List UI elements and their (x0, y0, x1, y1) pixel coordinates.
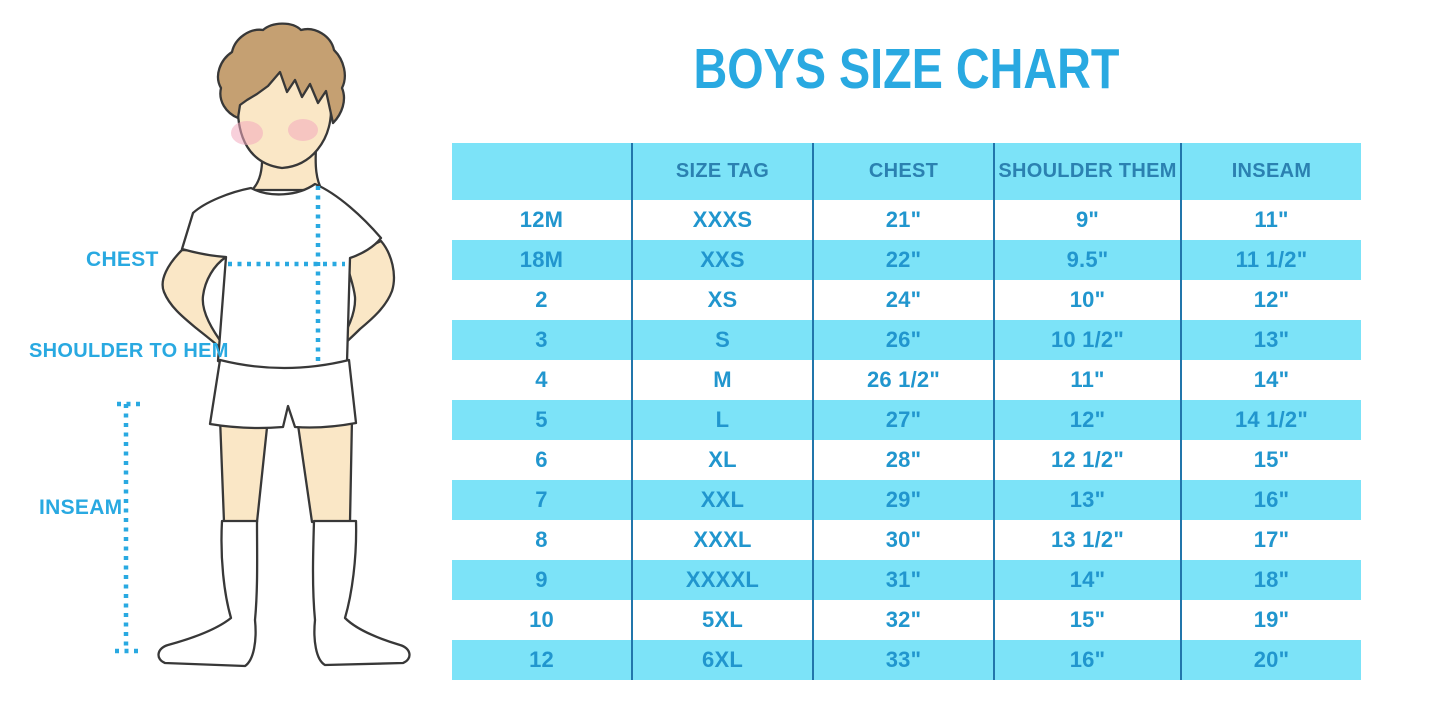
size-table-body: 12M XXXS 21" 9" 11" 18M XXS 22" 9.5" 11 1/2" 2 XS 24… (452, 200, 1361, 680)
table-row: 6 XL 28" 12 1/2" 15" (452, 440, 1361, 480)
table-cell: 26 1/2" (812, 360, 993, 400)
table-cell: 32" (812, 600, 993, 640)
table-cell: 12" (1180, 280, 1361, 320)
table-cell: 30" (812, 520, 993, 560)
table-cell: XXXXL (631, 560, 812, 600)
table-row: 4 M 26 1/2" 11" 14" (452, 360, 1361, 400)
table-cell: XXL (631, 480, 812, 520)
table-cell: 6 (535, 447, 548, 472)
table-row: 3 S 26" 10 1/2" 13" (452, 320, 1361, 360)
table-cell: 14 1/2" (1180, 400, 1361, 440)
table-cell: 14" (993, 560, 1180, 600)
table-cell: 2 (535, 287, 548, 312)
table-cell: 10 1/2" (993, 320, 1180, 360)
table-cell: XXS (631, 240, 812, 280)
table-cell: 12 1/2" (993, 440, 1180, 480)
left-arm-shape (161, 248, 228, 352)
table-cell: 12M (519, 207, 564, 232)
table-cell: 3 (535, 327, 548, 352)
table-cell: 31" (812, 560, 993, 600)
chest-measurement-label: CHEST (86, 248, 159, 271)
table-cell: 11" (993, 360, 1180, 400)
table-row: 7 XXL 29" 13" 16" (452, 480, 1361, 520)
table-cell: 7 (535, 487, 548, 512)
table-cell: 13" (1180, 320, 1361, 360)
right-sock-shape (311, 519, 411, 667)
table-cell: 13 1/2" (993, 520, 1180, 560)
table-cell: 24" (812, 280, 993, 320)
table-cell: 28" (812, 440, 993, 480)
size-table: SIZE TAG CHEST SHOULDER THEM INSEAM 12M X… (452, 143, 1361, 680)
table-cell: XS (631, 280, 812, 320)
table-row: 10 5XL 32" 15" 19" (452, 600, 1361, 640)
table-cell: 10" (993, 280, 1180, 320)
table-row: 2 XS 24" 10" 12" (452, 280, 1361, 320)
table-cell: L (631, 400, 812, 440)
table-cell: 19" (1180, 600, 1361, 640)
table-cell: 14" (1180, 360, 1361, 400)
page-title: BOYS SIZE CHART (693, 37, 1120, 101)
boy-figure-illustration (115, 22, 411, 668)
table-cell: 20" (1180, 640, 1361, 680)
table-cell: 22" (812, 240, 993, 280)
table-cell: XXXL (631, 520, 812, 560)
table-cell: 18M (519, 247, 564, 272)
header-cell-chest: CHEST (812, 143, 993, 200)
table-cell: 9 (535, 567, 548, 592)
table-cell: 9" (993, 200, 1180, 240)
table-cell: 10 (529, 607, 554, 632)
table-cell: 27" (812, 400, 993, 440)
table-cell: 13" (993, 480, 1180, 520)
shoulder-to-hem-measurement-label: SHOULDER TO HEM (29, 340, 229, 362)
table-cell: 15" (993, 600, 1180, 640)
left-sock-shape (157, 519, 259, 668)
table-cell: 5XL (631, 600, 812, 640)
table-cell: 18" (1180, 560, 1361, 600)
shorts-shape (208, 358, 358, 430)
table-cell: 33" (812, 640, 993, 680)
table-row: 12M XXXS 21" 9" 11" (452, 200, 1361, 240)
header-cell-size-number (452, 143, 631, 200)
inseam-measurement-label: INSEAM (39, 496, 123, 519)
table-cell: 16" (993, 640, 1180, 680)
table-cell: 4 (535, 367, 548, 392)
table-cell: 8 (535, 527, 548, 552)
table-row: 9 XXXXL 31" 14" 18" (452, 560, 1361, 600)
table-cell: 12" (993, 400, 1180, 440)
table-cell: 16" (1180, 480, 1361, 520)
table-cell: XL (631, 440, 812, 480)
table-row: 18M XXS 22" 9.5" 11 1/2" (452, 240, 1361, 280)
table-cell: 6XL (631, 640, 812, 680)
table-header-row: SIZE TAG CHEST SHOULDER THEM INSEAM (452, 143, 1361, 200)
blush-left (231, 121, 263, 145)
table-cell: XXXS (631, 200, 812, 240)
table-cell: 21" (812, 200, 993, 240)
table-cell: 17" (1180, 520, 1361, 560)
table-row: 5 L 27" 12" 14 1/2" (452, 400, 1361, 440)
header-cell-size-tag: SIZE TAG (631, 143, 812, 200)
table-cell: 11 1/2" (1180, 240, 1361, 280)
header-cell-inseam: INSEAM (1180, 143, 1361, 200)
table-cell: 9.5" (993, 240, 1180, 280)
table-row: 8 XXXL 30" 13 1/2" 17" (452, 520, 1361, 560)
right-leg-shape (295, 416, 354, 524)
left-leg-shape (218, 416, 270, 524)
blush-right (288, 119, 318, 141)
header-cell-shoulder: SHOULDER THEM (993, 143, 1180, 200)
table-cell: M (631, 360, 812, 400)
table-cell: 12 (529, 647, 554, 672)
table-cell: S (631, 320, 812, 360)
table-row: 12 6XL 33" 16" 20" (452, 640, 1361, 680)
hair-shape (216, 22, 346, 125)
table-cell: 26" (812, 320, 993, 360)
table-cell: 5 (535, 407, 548, 432)
table-cell: 11" (1180, 200, 1361, 240)
table-cell: 29" (812, 480, 993, 520)
table-cell: 15" (1180, 440, 1361, 480)
